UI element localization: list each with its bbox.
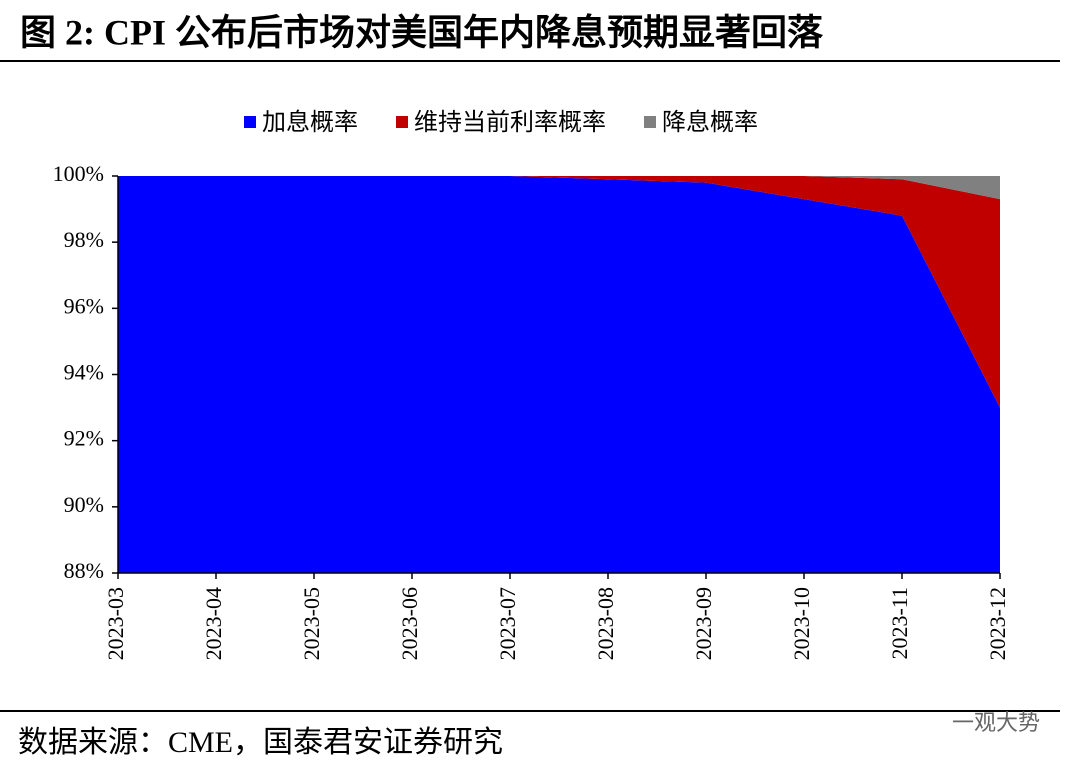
watermark: 一观大势 <box>952 711 1040 736</box>
source-note: 数据来源：CME，国泰君安证券研究 <box>18 726 503 759</box>
chart-title: 图 2: CPI 公布后市场对美国年内降息预期显著回落 <box>20 12 824 52</box>
x-tick-label: 2023-07 <box>495 587 520 660</box>
legend-label: 加息概率 <box>262 108 358 136</box>
legend-swatch <box>644 116 656 128</box>
x-tick-label: 2023-11 <box>887 587 912 660</box>
x-tick-label: 2023-08 <box>593 587 618 660</box>
x-tick-label: 2023-06 <box>397 587 422 660</box>
x-tick-label: 2023-05 <box>299 587 324 660</box>
x-tick-label: 2023-10 <box>789 587 814 660</box>
legend-swatch <box>396 116 408 128</box>
x-tick-label: 2023-03 <box>103 587 128 660</box>
legend-swatch <box>244 116 256 128</box>
x-tick-label: 2023-04 <box>201 587 226 660</box>
y-tick-label: 100% <box>53 161 104 186</box>
area <box>118 176 1000 573</box>
y-tick-label: 88% <box>64 558 104 583</box>
y-tick-label: 94% <box>64 360 104 385</box>
legend-label: 降息概率 <box>662 108 758 136</box>
area <box>118 176 1000 200</box>
x-tick-label: 2023-12 <box>985 587 1010 660</box>
area <box>118 176 1000 408</box>
y-tick-label: 98% <box>64 227 104 252</box>
y-tick-label: 96% <box>64 293 104 318</box>
x-tick-label: 2023-09 <box>691 587 716 660</box>
y-tick-label: 90% <box>64 492 104 517</box>
y-tick-label: 92% <box>64 426 104 451</box>
legend-label: 维持当前利率概率 <box>414 108 606 136</box>
